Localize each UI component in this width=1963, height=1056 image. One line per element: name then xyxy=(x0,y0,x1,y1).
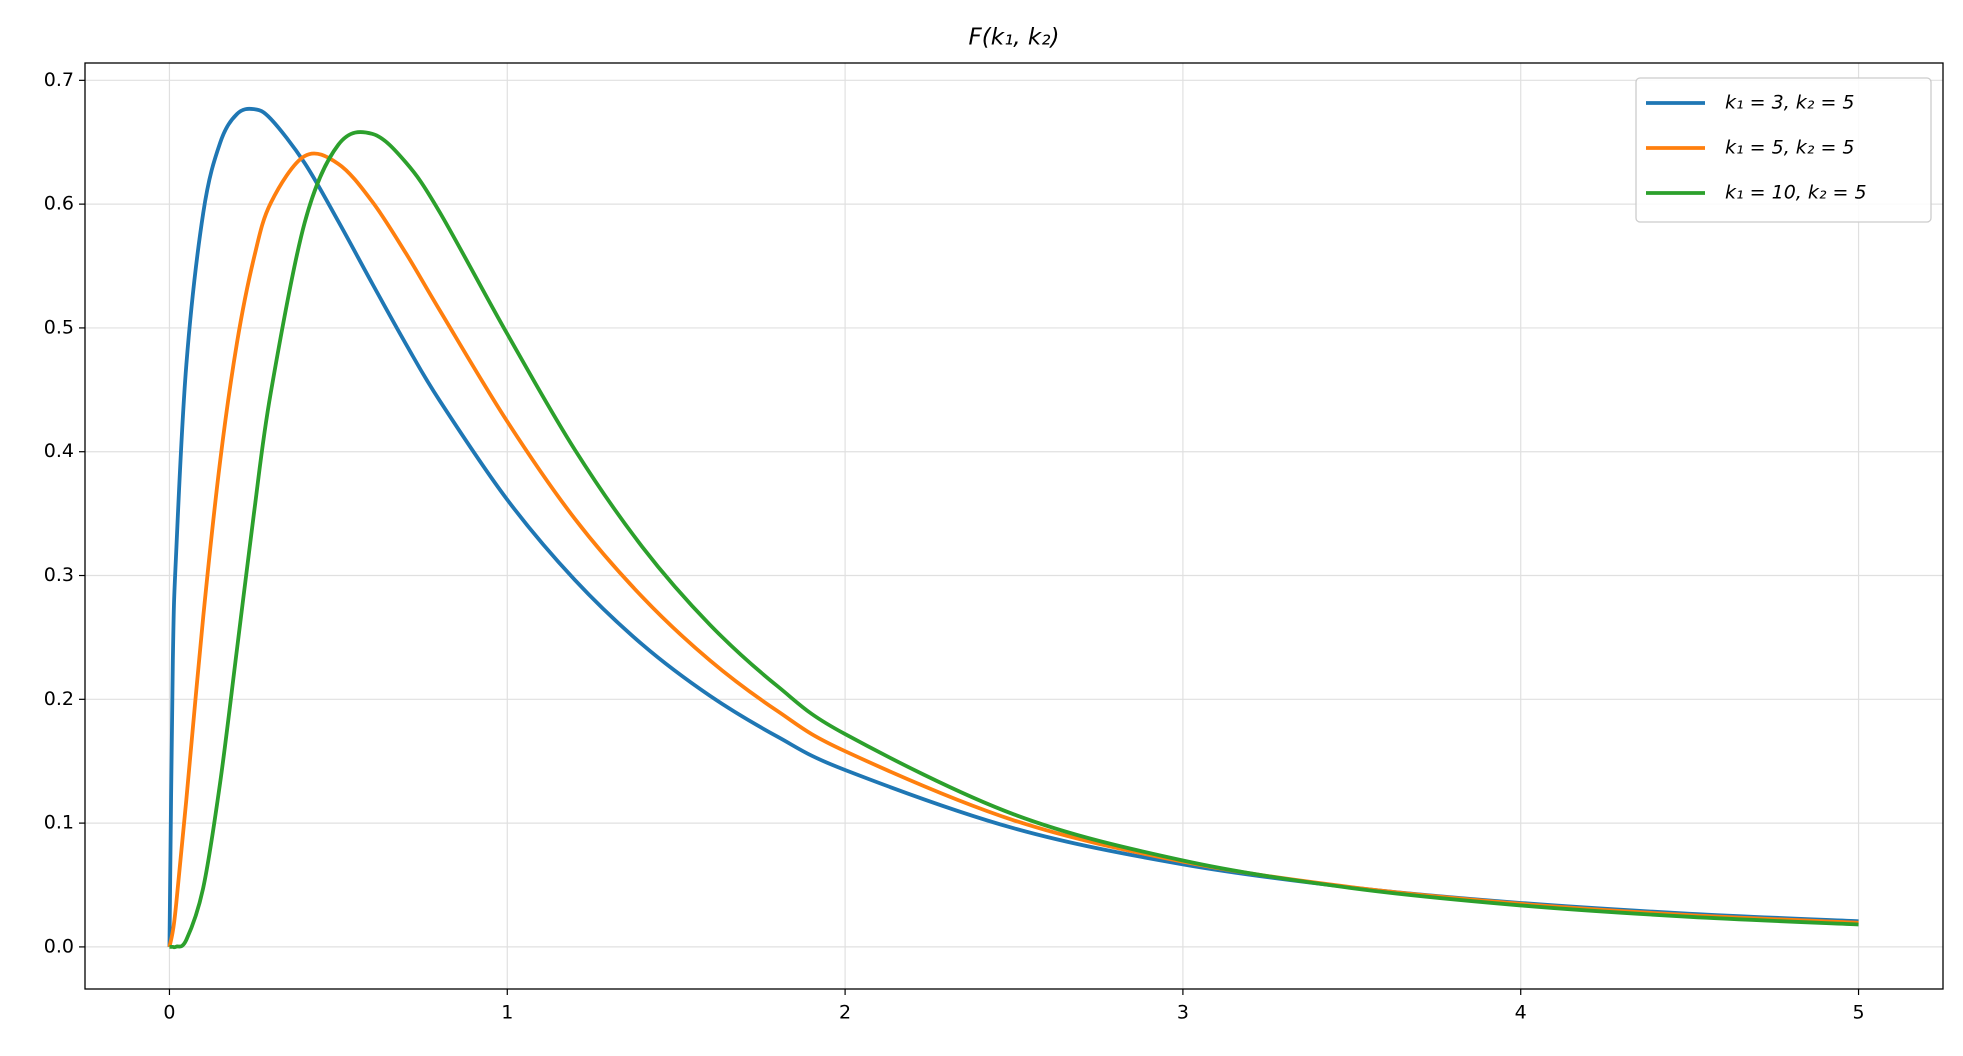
legend-label: k₁ = 3, k₂ = 5 xyxy=(1725,92,1855,114)
x-tick-label: 2 xyxy=(839,1002,851,1024)
x-tick-label: 1 xyxy=(501,1002,513,1024)
y-tick-label: 0.3 xyxy=(44,564,74,586)
y-tick-label: 0.0 xyxy=(44,935,74,957)
plot-frame xyxy=(84,62,1944,990)
chart-title: F(k₁, k₂) xyxy=(969,25,1060,51)
y-tick-label: 0.2 xyxy=(44,688,74,710)
y-tick-label: 0.5 xyxy=(44,316,74,338)
x-tick-label: 0 xyxy=(163,1002,175,1024)
y-tick-label: 0.4 xyxy=(44,440,74,462)
y-tick-label: 0.1 xyxy=(44,812,74,834)
legend-label: k₁ = 10, k₂ = 5 xyxy=(1725,182,1867,204)
x-tick-label: 3 xyxy=(1177,1002,1189,1024)
legend-label: k₁ = 5, k₂ = 5 xyxy=(1725,137,1855,159)
x-tick-label: 5 xyxy=(1852,1002,1864,1024)
legend-box xyxy=(1635,77,1932,223)
y-tick-label: 0.6 xyxy=(44,193,74,215)
x-tick-label: 4 xyxy=(1515,1002,1527,1024)
line xyxy=(169,130,1859,950)
y-tick-label: 0.7 xyxy=(44,69,74,91)
